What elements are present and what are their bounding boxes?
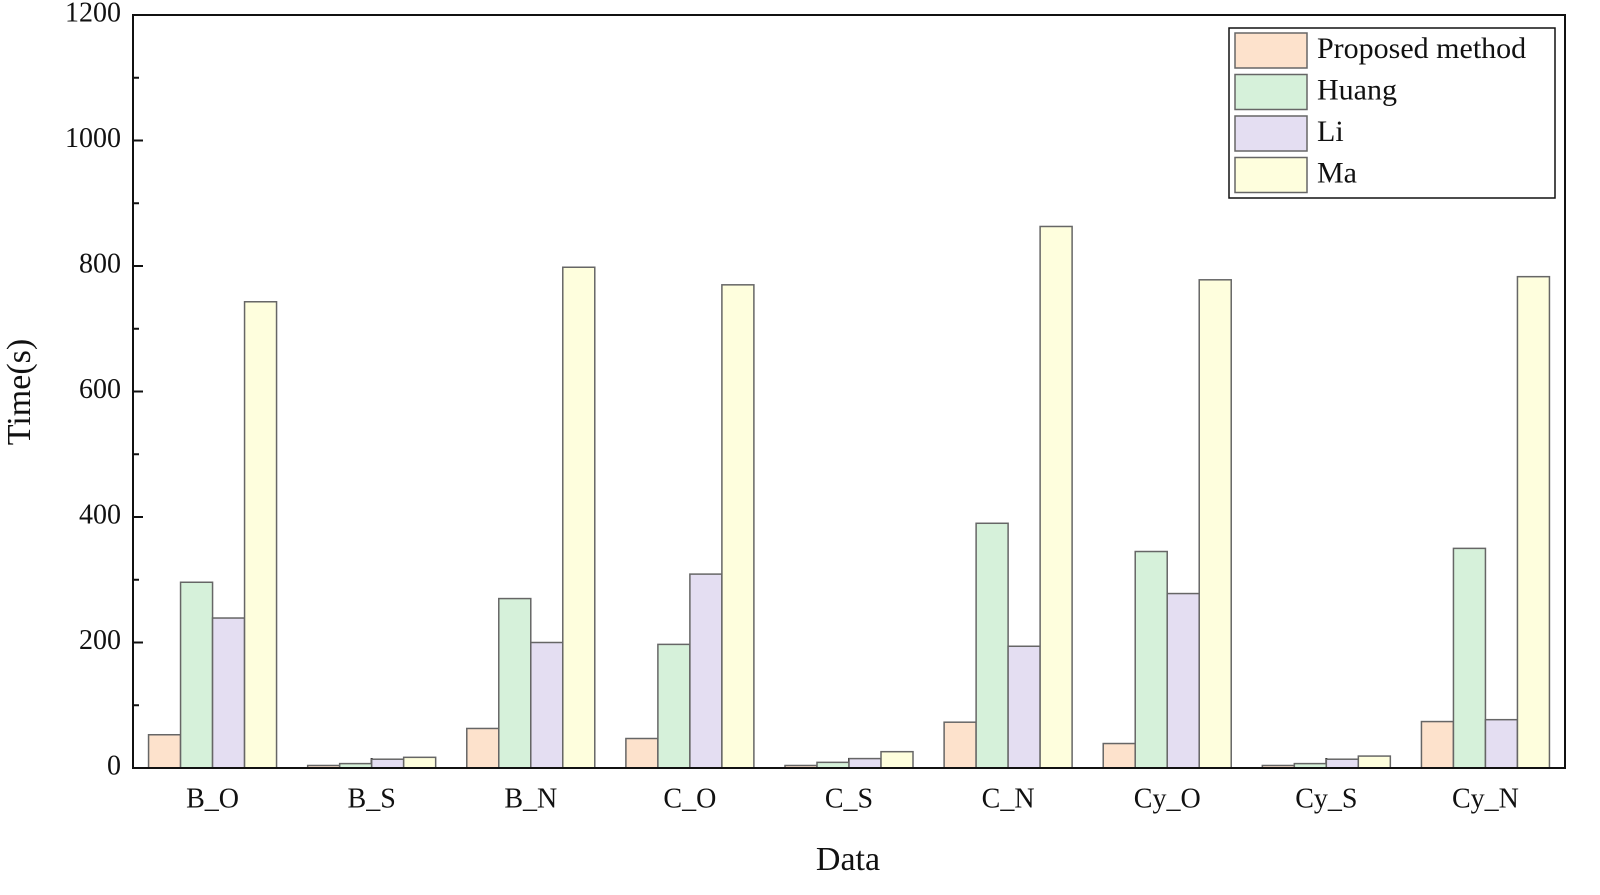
bar bbox=[880, 750, 914, 769]
legend-label: Li bbox=[1317, 115, 1344, 148]
y-tick-label: 1200 bbox=[65, 0, 121, 28]
x-tick-label: C_O bbox=[663, 783, 716, 814]
legend-swatch bbox=[1234, 32, 1308, 69]
x-tick-label: B_S bbox=[348, 783, 396, 814]
bar bbox=[530, 641, 564, 769]
x-tick-label: Cy_S bbox=[1295, 783, 1357, 814]
plot-frame bbox=[132, 14, 1566, 769]
bar bbox=[1420, 720, 1455, 769]
bar bbox=[943, 721, 977, 769]
x-tick-label: Cy_O bbox=[1134, 783, 1201, 814]
legend-swatch bbox=[1234, 156, 1308, 194]
x-tick-label: C_S bbox=[825, 783, 873, 814]
bar bbox=[562, 266, 596, 769]
y-tick-label: 0 bbox=[107, 750, 121, 781]
bar bbox=[1134, 550, 1168, 769]
bar bbox=[1516, 275, 1551, 769]
bar bbox=[848, 757, 882, 769]
y-tick-label: 800 bbox=[79, 248, 121, 279]
x-tick-label: B_N bbox=[504, 783, 557, 814]
bar bbox=[721, 284, 755, 769]
y-tick-label: 1000 bbox=[65, 123, 121, 154]
bar bbox=[1325, 758, 1360, 769]
bar bbox=[1484, 718, 1519, 769]
legend-swatch bbox=[1234, 115, 1308, 152]
bar bbox=[1357, 755, 1392, 769]
bar bbox=[466, 727, 500, 769]
bar bbox=[1198, 279, 1232, 769]
x-tick-label: Cy_N bbox=[1452, 783, 1519, 814]
bar bbox=[402, 756, 437, 769]
y-axis-label: Time(s) bbox=[1, 339, 38, 445]
bar bbox=[1166, 592, 1200, 769]
bar bbox=[1039, 225, 1073, 769]
legend-label: Huang bbox=[1317, 73, 1397, 106]
bar bbox=[625, 737, 659, 769]
legend-label: Ma bbox=[1317, 156, 1357, 189]
bar bbox=[370, 758, 405, 769]
bar bbox=[657, 643, 691, 769]
bar bbox=[1102, 742, 1136, 769]
x-tick-label: B_O bbox=[186, 783, 239, 814]
bar bbox=[1007, 645, 1041, 769]
legend-label: Proposed method bbox=[1317, 32, 1526, 65]
bar bbox=[147, 733, 182, 769]
bar bbox=[975, 522, 1009, 769]
bar bbox=[243, 301, 278, 769]
bar bbox=[1452, 547, 1487, 769]
legend-swatch bbox=[1234, 73, 1308, 111]
y-tick-label: 600 bbox=[79, 374, 121, 405]
bar bbox=[498, 597, 532, 769]
bar bbox=[179, 581, 214, 769]
y-tick-label: 400 bbox=[79, 499, 121, 530]
y-tick-label: 200 bbox=[79, 625, 121, 656]
x-tick-label: C_N bbox=[982, 783, 1035, 814]
bar bbox=[211, 617, 246, 769]
x-axis-label: Data bbox=[816, 841, 880, 878]
bar bbox=[689, 573, 723, 769]
